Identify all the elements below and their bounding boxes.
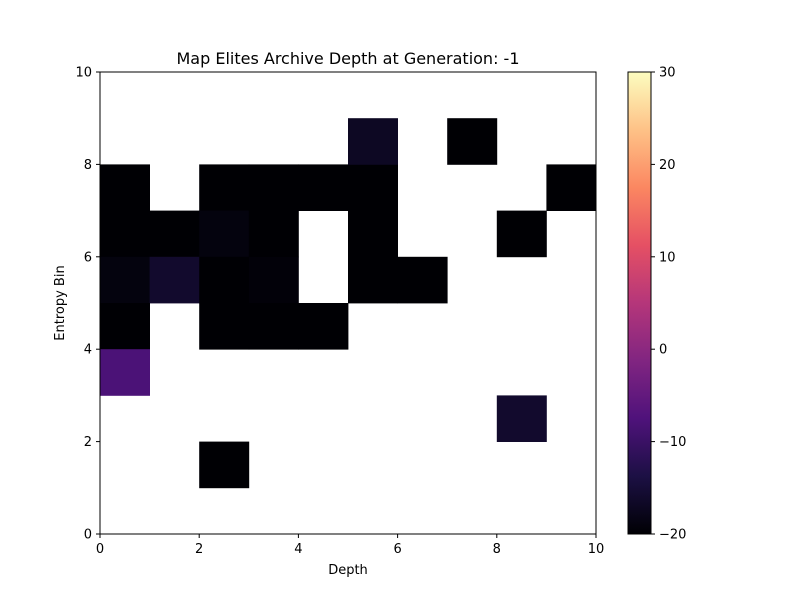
heatmap-cell	[348, 118, 398, 165]
y-tick-label: 2	[84, 435, 92, 450]
x-axis-ticks: 0 2 4 6 8 10	[96, 534, 604, 557]
colorbar: 30 20 10 0 −10 −20	[627, 66, 686, 543]
heatmap-cell	[397, 256, 448, 304]
heatmap-cell	[348, 256, 398, 304]
heatmap-cell	[348, 164, 398, 211]
heatmap-cell	[100, 210, 150, 258]
heatmap-cell	[100, 256, 150, 304]
heatmap-cell	[447, 118, 498, 165]
y-tick-label: 8	[84, 158, 92, 173]
y-tick-label: 4	[84, 343, 92, 358]
x-tick-label: 6	[393, 542, 401, 557]
heatmap-cell	[496, 395, 547, 442]
heatmap-cell	[298, 303, 349, 350]
x-axis-label: Depth	[328, 563, 368, 578]
plot-frame	[99, 71, 597, 535]
heatmap-cell	[100, 349, 150, 396]
heatmap-cell	[199, 256, 250, 304]
colorbar-tick-label: −10	[659, 435, 686, 450]
colorbar-tick-label: 30	[659, 66, 676, 81]
plot-area: 0 2 4 6 8 10 0 2 4 6 8 10	[75, 66, 604, 558]
heatmap-cell	[100, 303, 150, 350]
y-tick-label: 0	[84, 528, 92, 543]
colorbar-gradient	[627, 71, 652, 535]
colorbar-tick-label: 20	[659, 158, 676, 173]
heatmap-cell	[199, 303, 250, 350]
heatmap-cell	[546, 164, 597, 211]
x-tick-label: 10	[588, 542, 605, 557]
heatmap-cell	[298, 164, 349, 211]
x-tick-label: 2	[195, 542, 203, 557]
heatmap-cell	[248, 164, 299, 211]
heatmap-cell	[496, 210, 547, 258]
heatmap-cell	[248, 303, 299, 350]
y-axis-ticks: 0 2 4 6 8 10	[75, 66, 100, 543]
x-tick-label: 4	[294, 542, 302, 557]
heatmap-cell	[248, 256, 299, 304]
y-tick-label: 6	[84, 250, 92, 265]
colorbar-tick-label: −20	[659, 528, 686, 543]
heatmap-cell	[199, 164, 250, 211]
x-tick-label: 0	[96, 542, 104, 557]
colorbar-ticks: 30 20 10 0 −10 −20	[651, 66, 686, 543]
heatmap-cell	[199, 441, 250, 489]
heatmap-cell	[199, 210, 250, 258]
heatmap-cell	[248, 210, 299, 258]
heatmap-cells	[100, 118, 597, 489]
y-tick-label: 10	[75, 66, 92, 81]
chart-title: Map Elites Archive Depth at Generation: …	[176, 49, 519, 68]
heatmap-cell	[149, 256, 200, 304]
colorbar-tick-label: 0	[659, 343, 667, 358]
x-tick-label: 8	[493, 542, 501, 557]
heatmap-cell	[100, 164, 150, 211]
heatmap-cell	[348, 210, 398, 258]
heatmap-cell	[149, 210, 200, 258]
colorbar-tick-label: 10	[659, 250, 676, 265]
y-axis-label: Entropy Bin	[53, 265, 68, 340]
